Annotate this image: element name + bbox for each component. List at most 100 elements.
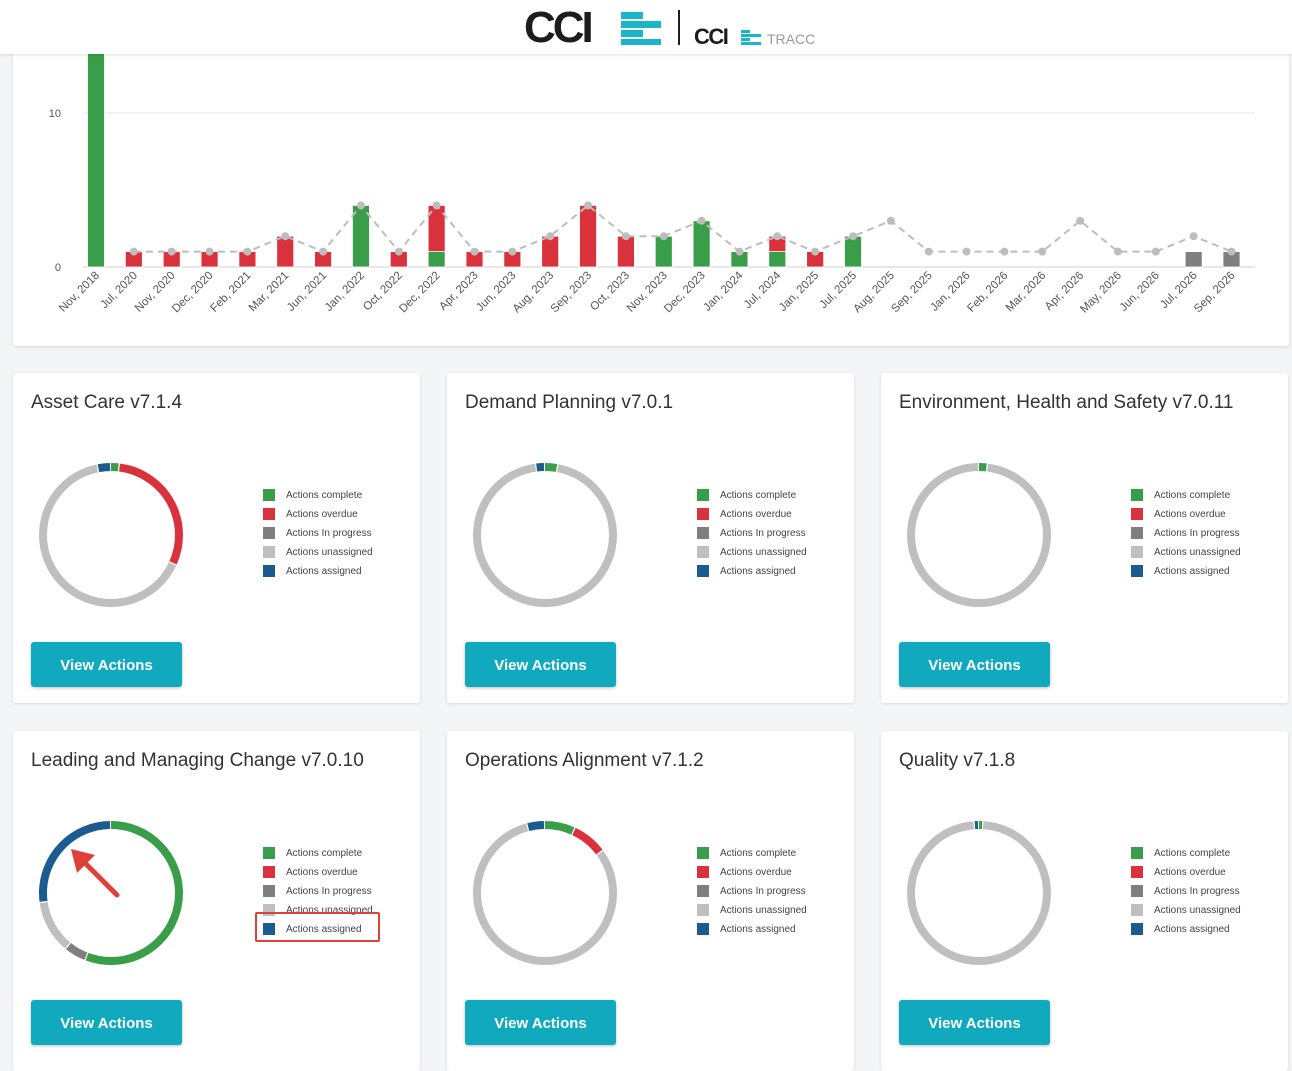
bar-complete[interactable] [87,51,105,268]
trend-point[interactable] [1076,216,1085,225]
view-actions-button[interactable]: View Actions [465,642,616,687]
donut-segment-complete[interactable] [907,821,1051,965]
donut-segment-unassigned[interactable] [907,821,1051,965]
bar-complete[interactable] [768,251,787,268]
bar-complete[interactable] [427,251,446,268]
trend-point[interactable] [167,247,176,256]
annotation-arrow-icon [71,849,120,898]
trend-point[interactable] [1038,247,1047,256]
trend-point[interactable] [508,247,517,256]
bar-in_progress[interactable] [1184,251,1203,268]
view-actions-button[interactable]: View Actions [899,1000,1050,1045]
bar-complete[interactable] [654,235,673,268]
legend-label: Actions overdue [720,867,792,878]
legend-swatch [1131,508,1143,520]
trend-point[interactable] [205,247,214,256]
trend-point[interactable] [470,247,479,256]
card-title: Demand Planning v7.0.1 [465,392,674,413]
trend-point[interactable] [281,232,290,241]
view-actions-button[interactable]: View Actions [31,1000,182,1045]
trend-point[interactable] [1000,247,1009,256]
trend-point[interactable] [811,247,820,256]
legend-swatch [263,847,275,859]
legend-label: Actions assigned [720,924,796,935]
view-actions-button[interactable]: View Actions [899,642,1050,687]
legend-swatch [697,923,709,935]
actions-donut-chart[interactable] [471,461,619,609]
legend-label: Actions overdue [1154,867,1226,878]
trend-point[interactable] [129,247,138,256]
trend-point[interactable] [1151,247,1160,256]
donut-segment-complete[interactable] [39,821,183,965]
bar-complete[interactable] [352,204,370,268]
trend-point[interactable] [659,232,668,241]
legend-label: Actions assigned [286,566,362,577]
trend-point[interactable] [849,232,857,241]
legend-swatch [1131,847,1143,859]
donut-segment-complete[interactable] [473,821,617,965]
legend-swatch [697,904,709,916]
trend-point[interactable] [621,232,630,241]
workstream-card: Demand Planning v7.0.1 Actions complete Ac… [447,373,854,703]
trend-point[interactable] [584,201,593,210]
legend-label: Actions overdue [286,867,358,878]
bar-complete[interactable] [692,220,711,268]
trend-point[interactable] [243,247,252,256]
view-actions-button[interactable]: View Actions [465,1000,616,1045]
cci-logo[interactable]: CCI [524,6,664,48]
card-title: Environment, Health and Safety v7.0.11 [899,392,1234,413]
actions-donut-chart[interactable] [471,819,619,967]
trend-point[interactable] [773,232,782,241]
donut-segment-unassigned[interactable] [39,463,183,607]
legend-swatch [263,565,275,577]
bar-complete[interactable] [844,235,862,268]
donut-segment-unassigned[interactable] [473,821,617,965]
legend-label: Actions complete [286,848,363,859]
trend-point[interactable] [394,247,403,256]
actions-donut-chart[interactable] [905,461,1053,609]
workstream-card: Operations Alignment v7.1.2 Actions compl… [447,731,854,1071]
top-header: CCI CCI TRACC [0,0,1292,54]
trend-point[interactable] [735,247,744,256]
donut-segment-assigned[interactable] [39,821,183,965]
trend-point[interactable] [924,247,933,256]
legend-swatch [1131,885,1143,897]
donut-segment-unassigned[interactable] [907,463,1051,607]
trend-point[interactable] [697,216,706,225]
x-tick-label: Mar, 2021 [247,270,292,315]
donut-segment-complete[interactable] [907,463,1051,607]
card-title: Asset Care v7.1.4 [31,392,183,413]
trend-point[interactable] [546,232,555,241]
bar-overdue[interactable] [276,235,295,268]
bar-overdue[interactable] [541,235,560,268]
trend-point[interactable] [1227,247,1236,256]
legend-label: Actions unassigned [1154,905,1241,916]
trend-point[interactable] [886,216,895,225]
legend-label: Actions In progress [1154,528,1240,539]
cci-tracc-logo[interactable]: CCI TRACC [694,24,824,48]
trend-point[interactable] [962,247,971,256]
trend-point[interactable] [356,201,365,210]
donut-segment-unassigned[interactable] [473,463,617,607]
bar-overdue[interactable] [579,204,597,268]
view-actions-button[interactable]: View Actions [31,642,182,687]
sub-logo-text: CCI [694,24,728,48]
actions-donut-chart[interactable] [37,819,185,967]
trend-point[interactable] [432,201,441,210]
actions-donut-chart[interactable] [37,461,185,609]
legend-label: Actions unassigned [1154,547,1241,558]
donut-segment-complete[interactable] [473,463,617,607]
legend-swatch [263,489,275,501]
x-tick-label: Jan, 2025 [777,270,821,314]
trend-point[interactable] [319,247,328,256]
legend-swatch [263,527,275,539]
donut-segment-overdue[interactable] [39,463,183,607]
actions-donut-chart[interactable] [905,819,1053,967]
card-title: Quality v7.1.8 [899,750,1016,771]
x-tick-label: Jan, 2022 [323,270,367,314]
x-tick-label: Jan, 2024 [701,269,746,314]
bar-overdue[interactable] [617,235,635,268]
trend-point[interactable] [1189,232,1198,241]
trend-point[interactable] [1113,247,1122,256]
donut-segment-complete[interactable] [39,463,183,607]
